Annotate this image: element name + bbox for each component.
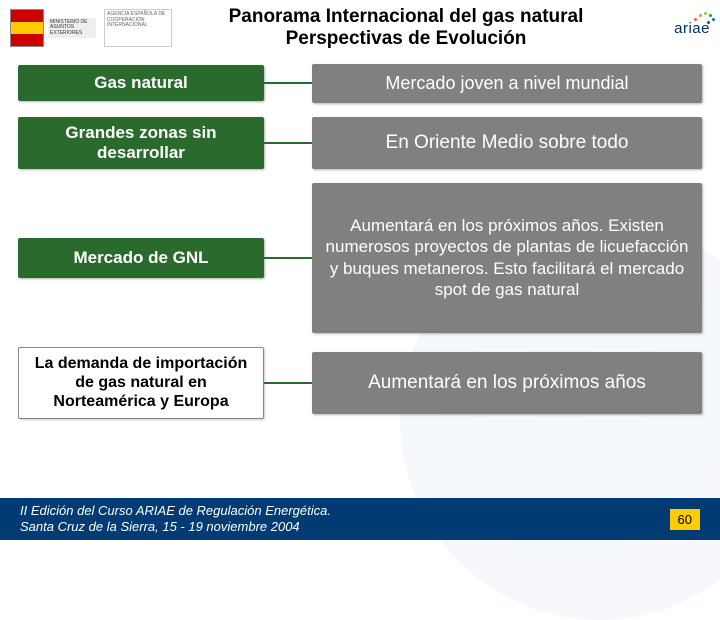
footer-line-1: II Edición del Curso ARIAE de Regulación… — [20, 503, 670, 519]
diagram-row-2: Grandes zonas sin desarrollar En Oriente… — [18, 117, 702, 169]
ariae-dots-icon — [694, 12, 716, 24]
connector-2 — [264, 142, 312, 144]
right-box-2: En Oriente Medio sobre todo — [312, 117, 702, 169]
logo-government: MINISTERIO DE ASUNTOS EXTERIORES — [10, 9, 96, 47]
footer-text: II Edición del Curso ARIAE de Regulación… — [20, 503, 670, 534]
left-box-zonas: Grandes zonas sin desarrollar — [18, 117, 264, 169]
right-box-4: Aumentará en los próximos años — [312, 352, 702, 414]
logo-cooperation-agency: AGENCIA ESPAÑOLA DE COOPERACIÓN INTERNAC… — [104, 9, 172, 47]
left-box-gas-natural: Gas natural — [18, 65, 264, 101]
left-box-gnl: Mercado de GNL — [18, 238, 264, 278]
header: MINISTERIO DE ASUNTOS EXTERIORES AGENCIA… — [0, 0, 720, 52]
logo-ariae: ariae — [640, 10, 710, 46]
spain-shield-icon — [10, 9, 44, 47]
slide-title: Panorama Internacional del gas natural P… — [172, 6, 640, 50]
gov-ministry-label: MINISTERIO DE ASUNTOS EXTERIORES — [48, 18, 96, 39]
diagram-row-3: Mercado de GNL Aumentará en los próximos… — [18, 183, 702, 333]
footer: II Edición del Curso ARIAE de Regulación… — [0, 498, 720, 540]
left-box-demanda: La demanda de importación de gas natural… — [18, 347, 264, 419]
title-line-1: Panorama Internacional del gas natural — [172, 6, 640, 28]
page-number: 60 — [670, 509, 700, 530]
diagram-row-4: La demanda de importación de gas natural… — [18, 347, 702, 419]
right-box-3: Aumentará en los próximos años. Existen … — [312, 183, 702, 333]
diagram: Gas natural Mercado joven a nivel mundia… — [0, 52, 720, 419]
connector-3 — [264, 257, 312, 259]
footer-line-2: Santa Cruz de la Sierra, 15 - 19 noviemb… — [20, 519, 670, 535]
right-box-1: Mercado joven a nivel mundial — [312, 64, 702, 103]
title-line-2: Perspectivas de Evolución — [172, 28, 640, 50]
connector-4 — [264, 382, 312, 384]
ariae-text: ariae — [674, 20, 710, 37]
connector-1 — [264, 82, 312, 84]
diagram-row-1: Gas natural Mercado joven a nivel mundia… — [18, 64, 702, 103]
